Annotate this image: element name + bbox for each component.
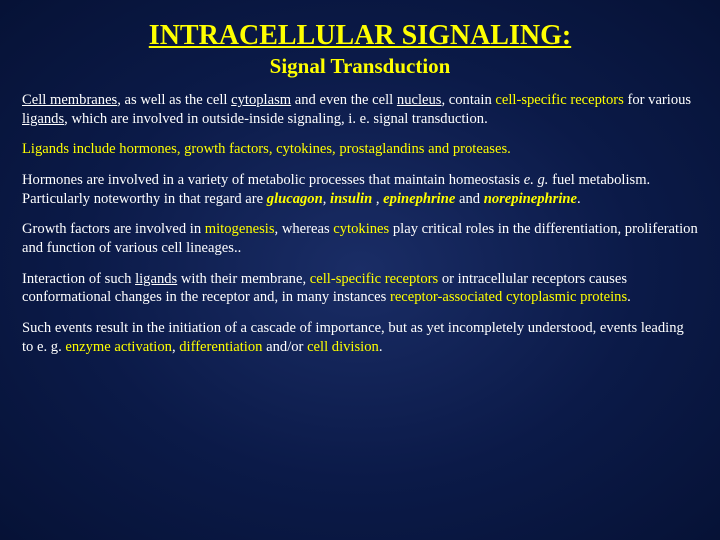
paragraph-5: Interaction of such ligands with their m… [22, 270, 698, 307]
text: Particularly noteworthy in that regard a… [22, 191, 267, 207]
paragraph-6: Such events result in the initiation of … [22, 319, 698, 356]
highlight-text: insulin [330, 191, 372, 207]
slide: INTRACELLULAR SIGNALING: Signal Transduc… [0, 0, 720, 540]
text: Cell membranes [22, 92, 117, 108]
highlight-text: glucagon [267, 191, 323, 207]
text: and [455, 191, 483, 207]
paragraph-4: Growth factors are involved in mitogenes… [22, 220, 698, 257]
highlight-text: enzyme activation [65, 339, 172, 355]
text: , as well as the cell [117, 92, 231, 108]
highlight-text: norepinephrine [484, 191, 577, 207]
highlight-text: mitogenesis [205, 221, 275, 237]
text: ligands [22, 111, 64, 127]
text: for various [624, 92, 691, 108]
highlight-text: differentiation [179, 339, 262, 355]
paragraph-1: Cell membranes, as well as the cell cyto… [22, 91, 698, 128]
text: nucleus [397, 92, 442, 108]
text: fuel metabolism. [552, 172, 650, 188]
slide-subtitle: Signal Transduction [22, 54, 698, 79]
text: , whereas [275, 221, 334, 237]
highlight-text: cell-specific receptors [310, 271, 438, 287]
highlight-text: cell division [307, 339, 379, 355]
text: Hormones are involved in a variety of me… [22, 172, 524, 188]
text: . [577, 191, 581, 207]
text: ligands [135, 271, 177, 287]
text: with their membrane, [177, 271, 310, 287]
highlight-text: cell-specific receptors [495, 92, 623, 108]
text: , [372, 191, 383, 207]
text: Interaction of such [22, 271, 135, 287]
highlight-text: epinephrine [383, 191, 455, 207]
text-italic: e. g. [524, 172, 552, 188]
text: . [627, 289, 631, 305]
text: and even the cell [291, 92, 397, 108]
text: , [323, 191, 330, 207]
highlight-text: receptor-associated cytoplasmic proteins [390, 289, 627, 305]
text: and/or [262, 339, 307, 355]
text: , contain [441, 92, 495, 108]
highlight-text: cytokines [333, 221, 389, 237]
paragraph-3: Hormones are involved in a variety of me… [22, 171, 698, 208]
text: , which are involved in outside-inside s… [64, 111, 488, 127]
highlight-text: Ligands include hormones, growth factors… [22, 141, 511, 157]
slide-title: INTRACELLULAR SIGNALING: [22, 20, 698, 52]
text: . [379, 339, 383, 355]
text: cytoplasm [231, 92, 291, 108]
text: Growth factors are involved in [22, 221, 205, 237]
paragraph-2: Ligands include hormones, growth factors… [22, 140, 698, 159]
